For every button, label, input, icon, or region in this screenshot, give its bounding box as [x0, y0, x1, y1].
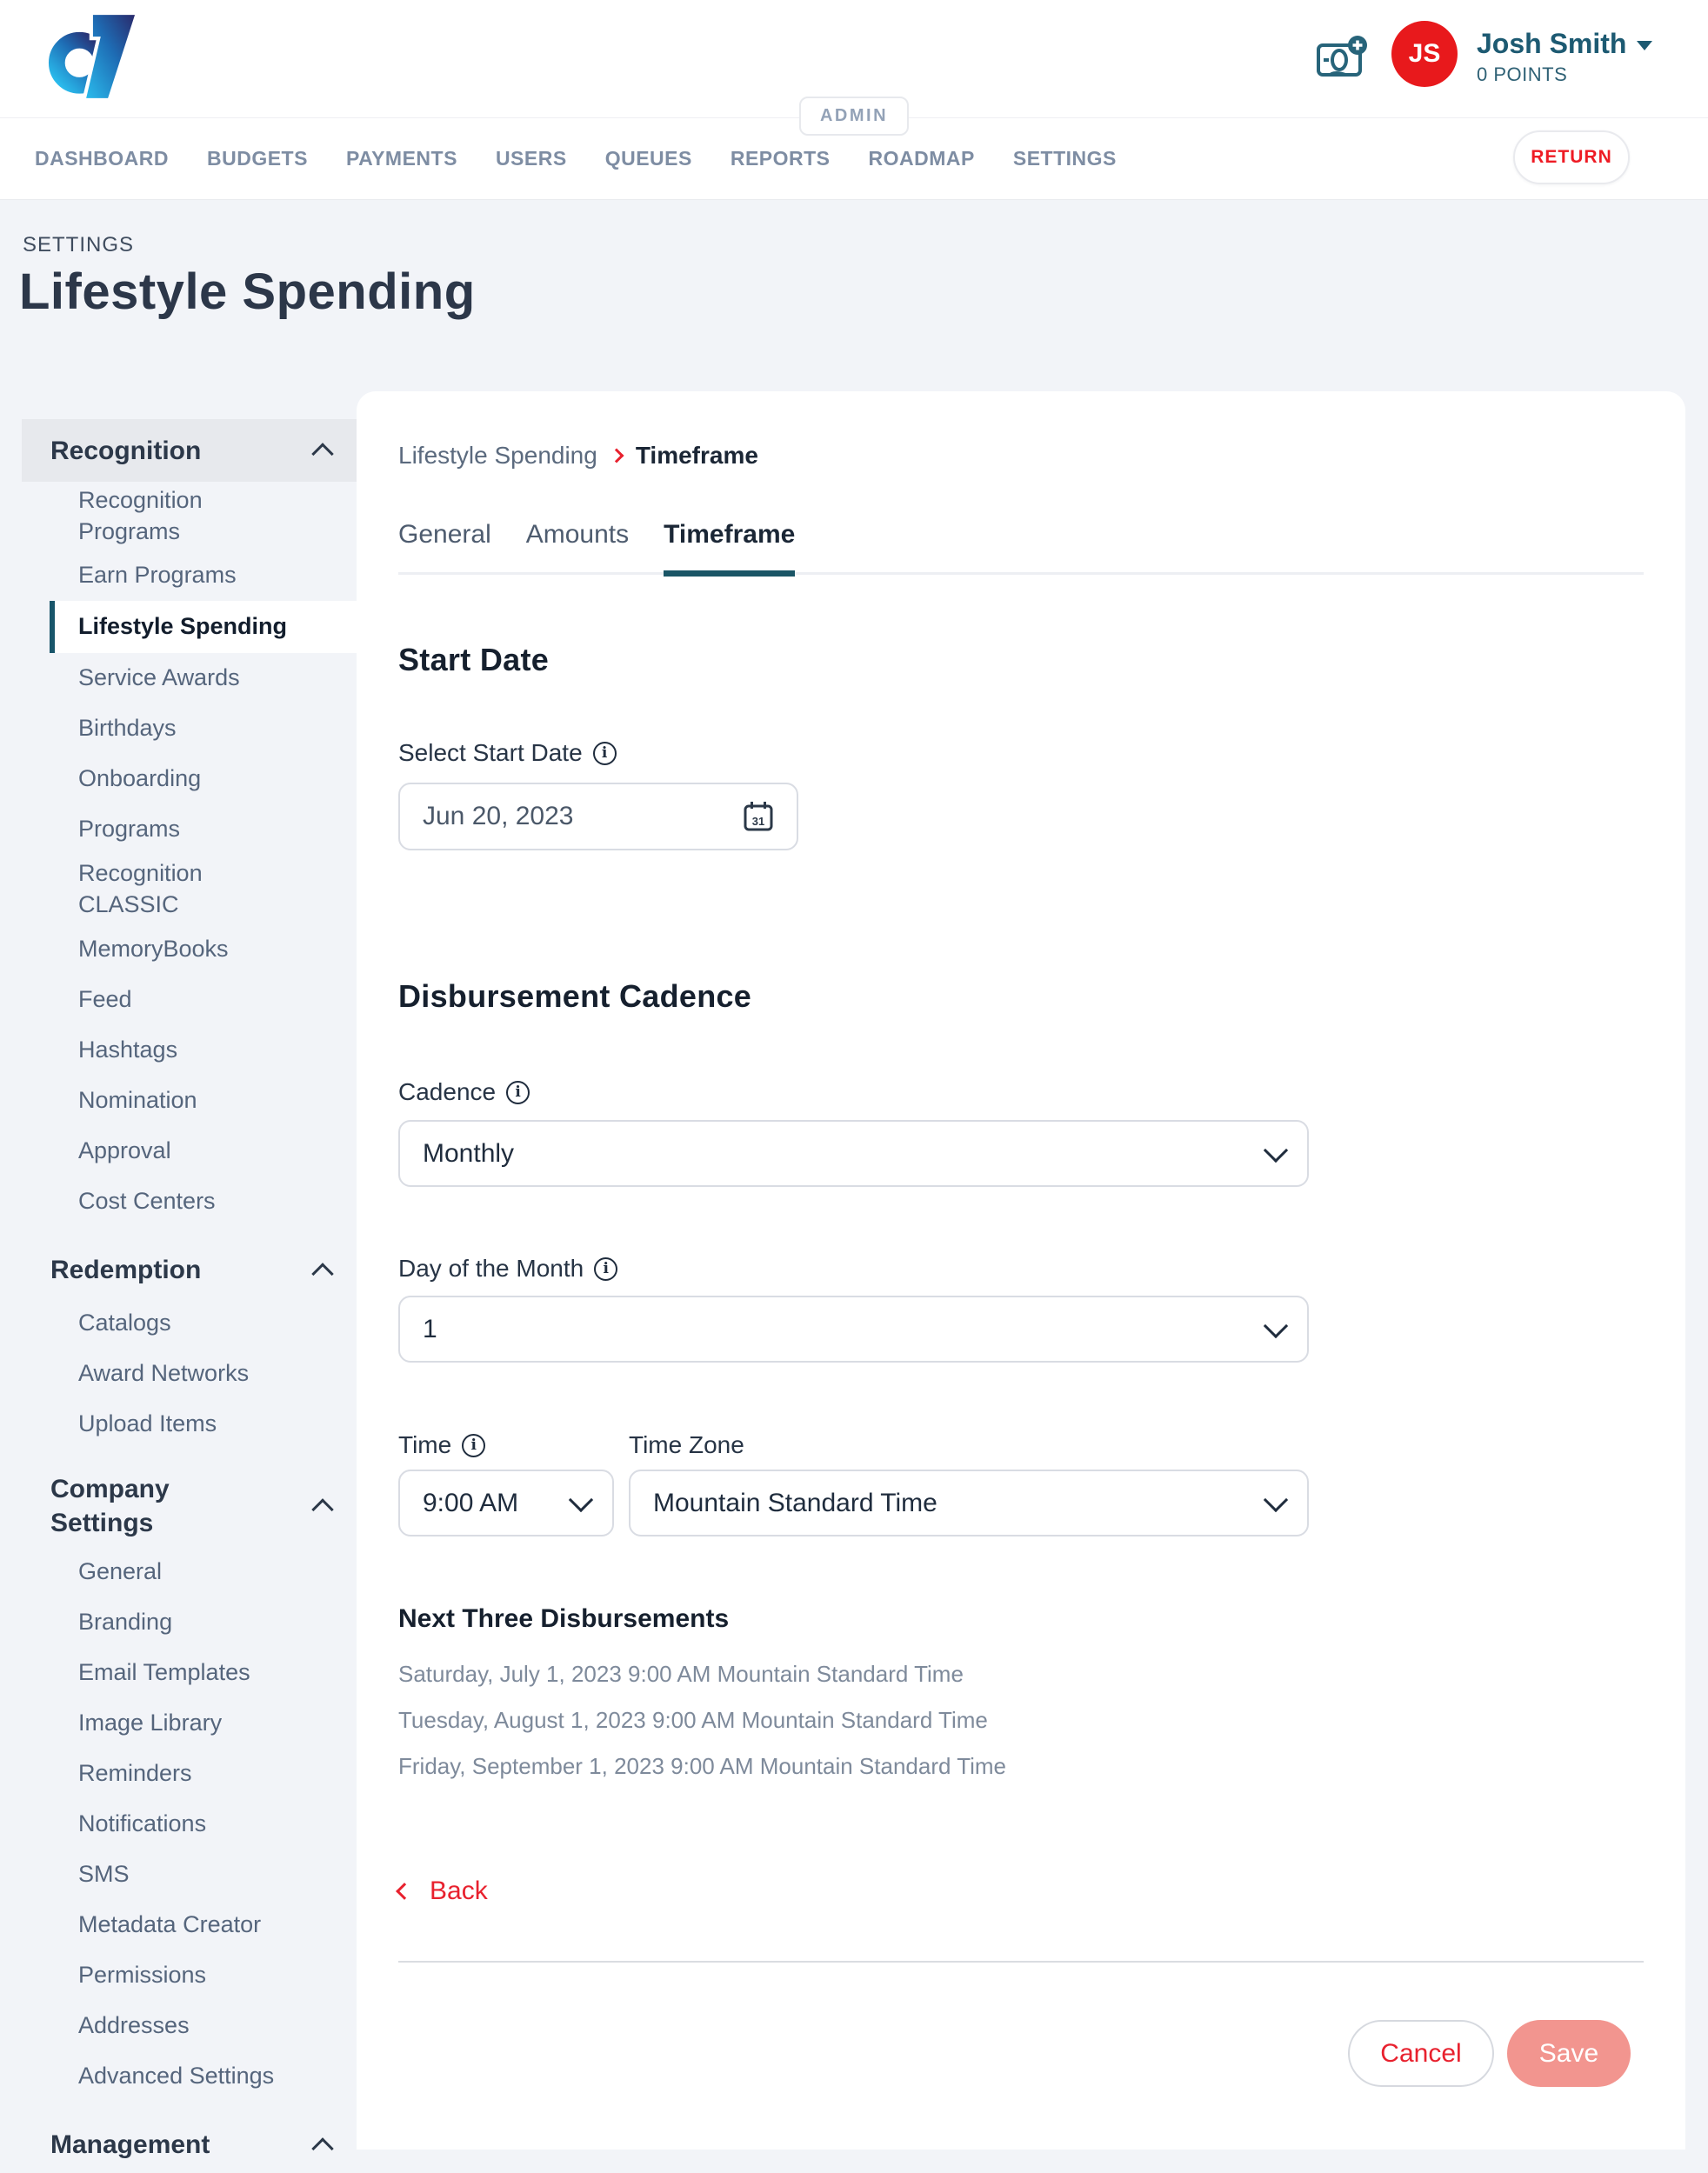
sidebar-item-addresses[interactable]: Addresses — [78, 2011, 190, 2038]
settings-content-card: Lifestyle Spending Timeframe General Amo… — [357, 391, 1685, 2150]
add-points-icon[interactable] — [1316, 35, 1370, 82]
sidebar-item-metadata-creator[interactable]: Metadata Creator — [78, 1910, 262, 1937]
time-select[interactable]: 9:00 AM — [398, 1470, 614, 1536]
page-eyebrow: SETTINGS — [23, 233, 135, 257]
page-title: Lifestyle Spending — [19, 263, 476, 320]
user-name: Josh Smith — [1477, 28, 1627, 59]
chevron-down-icon — [1263, 1137, 1289, 1163]
sidebar-item-cost-centers[interactable]: Cost Centers — [78, 1187, 216, 1214]
sidebar-item-hashtags[interactable]: Hashtags — [78, 1036, 178, 1063]
calendar-icon: 31 — [744, 802, 773, 831]
sidebar-group-redemption[interactable]: Redemption — [22, 1243, 357, 1298]
settings-sidebar: Recognition Recognition Programs Earn Pr… — [22, 419, 357, 2173]
chevron-up-icon — [311, 443, 334, 465]
info-icon[interactable]: i — [592, 741, 617, 765]
chevron-down-icon — [568, 1487, 594, 1512]
nav-budgets[interactable]: BUDGETS — [207, 147, 308, 170]
admin-badge: ADMIN — [798, 97, 910, 136]
chevron-down-icon — [1263, 1313, 1289, 1338]
sidebar-item-branding[interactable]: Branding — [78, 1608, 173, 1635]
sidebar-item-onboarding[interactable]: Onboarding — [78, 765, 202, 792]
start-date-heading: Start Date — [398, 642, 550, 677]
sidebar-item-upload-items[interactable]: Upload Items — [78, 1410, 217, 1436]
chevron-left-icon — [396, 1883, 413, 1900]
sidebar-item-reminders[interactable]: Reminders — [78, 1759, 192, 1786]
cadence-label: Cadence i — [398, 1078, 530, 1106]
user-avatar[interactable]: JS — [1391, 21, 1458, 87]
disbursement-line: Tuesday, August 1, 2023 9:00 AM Mountain… — [398, 1707, 988, 1733]
sidebar-item-award-networks[interactable]: Award Networks — [78, 1359, 250, 1386]
time-label: Time i — [398, 1431, 486, 1459]
save-button[interactable]: Save — [1507, 2020, 1631, 2087]
tab-timeframe[interactable]: Timeframe — [664, 520, 796, 577]
sidebar-item-lifestyle-spending[interactable]: Lifestyle Spending — [50, 601, 357, 654]
chevron-down-icon — [1263, 1487, 1289, 1512]
sidebar-item-birthdays[interactable]: Birthdays — [78, 715, 177, 742]
sidebar-item-notifications[interactable]: Notifications — [78, 1810, 207, 1836]
start-date-input[interactable]: Jun 20, 2023 31 — [398, 783, 798, 850]
timezone-label: Time Zone — [629, 1431, 744, 1458]
sidebar-item-catalogs[interactable]: Catalogs — [78, 1309, 171, 1336]
info-icon[interactable]: i — [462, 1433, 486, 1457]
sidebar-item-approval[interactable]: Approval — [78, 1136, 171, 1163]
sidebar-item-earn-programs[interactable]: Earn Programs — [78, 562, 237, 589]
sidebar-item-email-templates[interactable]: Email Templates — [78, 1658, 250, 1685]
start-date-label: Select Start Date i — [398, 739, 617, 767]
sidebar-item-memorybooks[interactable]: MemoryBooks — [78, 935, 229, 962]
breadcrumb-current: Timeframe — [635, 442, 758, 469]
sidebar-item-feed[interactable]: Feed — [78, 985, 132, 1012]
chevron-up-icon — [311, 2136, 334, 2160]
chevron-up-icon — [311, 1497, 334, 1521]
footer-divider — [398, 1961, 1644, 1963]
sidebar-item-general[interactable]: General — [78, 1557, 163, 1584]
nav-queues[interactable]: QUEUES — [604, 147, 692, 170]
cancel-button[interactable]: Cancel — [1348, 2020, 1494, 2087]
timezone-select[interactable]: Mountain Standard Time — [629, 1470, 1309, 1536]
sidebar-group-company-settings[interactable]: Company Settings — [22, 1465, 357, 1547]
info-icon[interactable]: i — [594, 1256, 618, 1281]
nav-roadmap[interactable]: ROADMAP — [868, 147, 975, 170]
sidebar-item-nomination[interactable]: Nomination — [78, 1086, 197, 1113]
svg-text:31: 31 — [752, 815, 764, 828]
breadcrumb-parent[interactable]: Lifestyle Spending — [398, 442, 597, 469]
tab-amounts[interactable]: Amounts — [525, 520, 630, 549]
disbursement-line: Friday, September 1, 2023 9:00 AM Mounta… — [398, 1753, 1007, 1779]
sidebar-group-recognition[interactable]: Recognition — [22, 419, 357, 482]
cadence-select[interactable]: Monthly — [398, 1120, 1309, 1187]
sidebar-item-programs[interactable]: Programs — [78, 816, 181, 843]
sidebar-item-recognition-programs[interactable]: Recognition Programs — [78, 487, 203, 544]
company-logo-icon[interactable] — [35, 11, 155, 102]
sidebar-item-advanced-settings[interactable]: Advanced Settings — [78, 2062, 275, 2089]
chevron-right-icon — [609, 448, 624, 463]
nav-dashboard[interactable]: DASHBOARD — [35, 147, 169, 170]
user-menu[interactable]: Josh Smith 0 POINTS — [1477, 28, 1653, 86]
disbursement-line: Saturday, July 1, 2023 9:00 AM Mountain … — [398, 1661, 964, 1687]
sidebar-item-image-library[interactable]: Image Library — [78, 1709, 223, 1736]
nav-reports[interactable]: REPORTS — [730, 147, 831, 170]
sidebar-item-sms[interactable]: SMS — [78, 1860, 130, 1887]
nav-payments[interactable]: PAYMENTS — [345, 147, 457, 170]
chevron-down-icon — [1637, 41, 1653, 50]
user-points: 0 POINTS — [1477, 63, 1568, 85]
breadcrumb: Lifestyle Spending Timeframe — [398, 442, 758, 470]
info-icon[interactable]: i — [506, 1080, 530, 1104]
return-button[interactable]: RETURN — [1513, 130, 1630, 184]
day-of-month-select[interactable]: 1 — [398, 1296, 1309, 1363]
chevron-up-icon — [311, 1262, 334, 1285]
cadence-heading: Disbursement Cadence — [398, 978, 752, 1014]
sidebar-item-recognition-classic[interactable]: Recognition CLASSIC — [78, 860, 203, 917]
next-disbursements-heading: Next Three Disbursements — [398, 1604, 730, 1633]
nav-users[interactable]: USERS — [495, 147, 567, 170]
sidebar-item-permissions[interactable]: Permissions — [78, 1961, 207, 1988]
sidebar-group-management[interactable]: Management — [22, 2117, 357, 2173]
back-link[interactable]: Back — [396, 1876, 488, 1906]
tab-bar: General Amounts Timeframe — [398, 520, 1644, 577]
tab-general[interactable]: General — [398, 520, 491, 549]
sidebar-item-service-awards[interactable]: Service Awards — [78, 664, 240, 691]
day-of-month-label: Day of the Month i — [398, 1255, 618, 1283]
nav-settings[interactable]: SETTINGS — [1012, 147, 1117, 170]
